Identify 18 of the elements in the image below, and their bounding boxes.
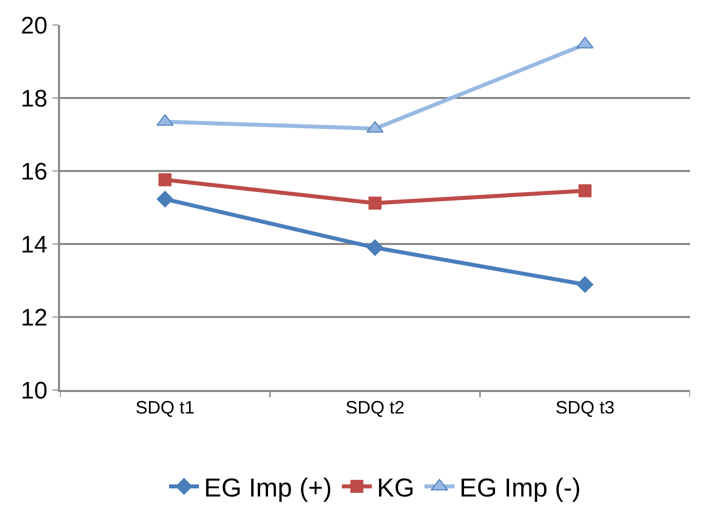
legend-label: KG xyxy=(376,472,414,503)
y-tick-label: 10 xyxy=(20,377,48,404)
point xyxy=(578,184,592,198)
legend-label: EG Imp (-) xyxy=(459,472,581,503)
y-tick-label: 18 xyxy=(20,85,48,112)
x-tick-label: SDQ t2 xyxy=(345,397,405,418)
y-tick-label: 16 xyxy=(20,158,48,186)
point xyxy=(156,190,174,208)
point xyxy=(366,239,384,256)
y-tick-label: 14 xyxy=(20,231,48,258)
point xyxy=(368,196,382,210)
y-tick-label: 12 xyxy=(20,304,48,332)
y-tick-label: 20 xyxy=(20,12,48,40)
point xyxy=(576,276,594,293)
legend-label: EG Imp (+) xyxy=(204,472,332,503)
x-tick-label: SDQ t1 xyxy=(135,397,195,418)
x-tick-label: SDQ t3 xyxy=(555,397,615,418)
point xyxy=(158,173,172,186)
